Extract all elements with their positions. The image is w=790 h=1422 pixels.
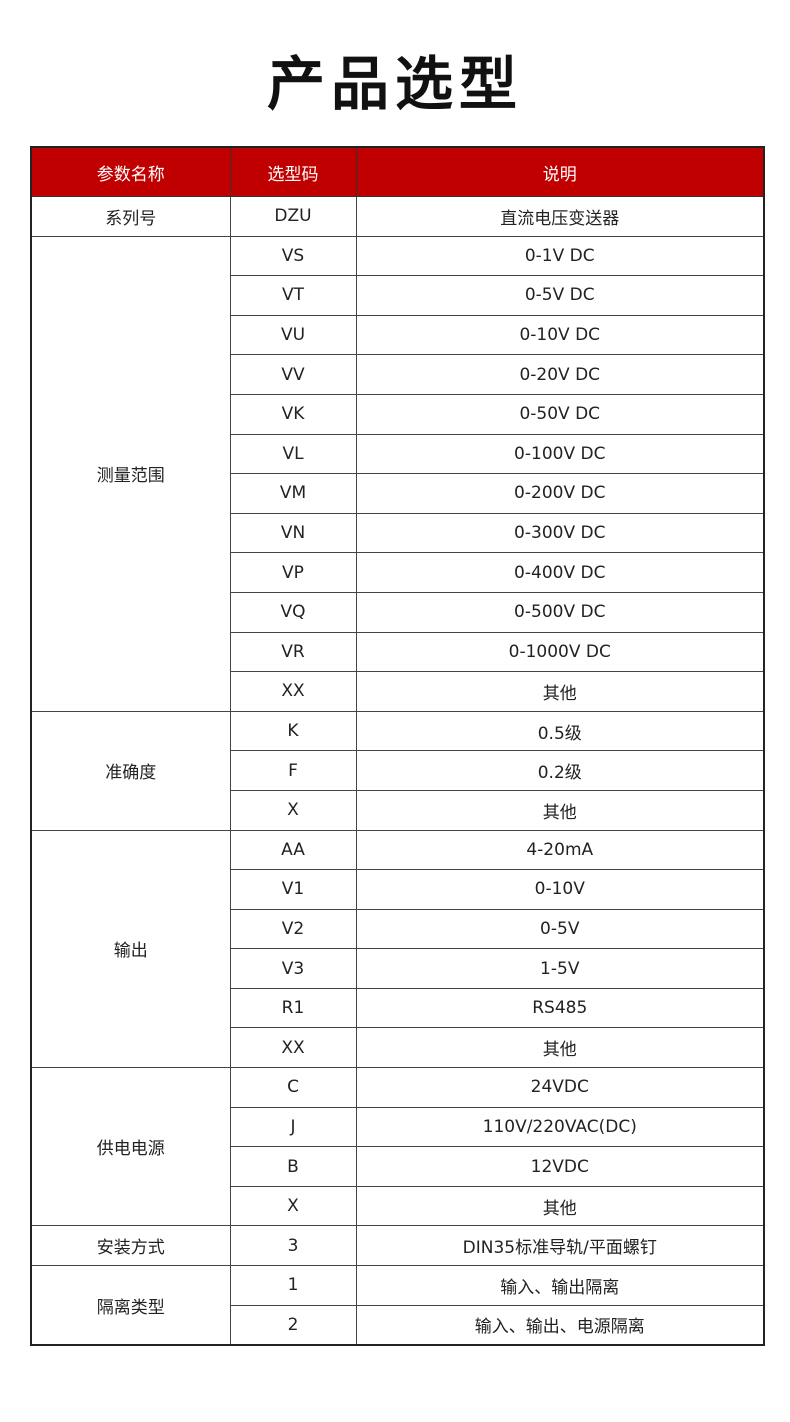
param-name-cell: 测量范围 [30, 235, 231, 712]
description-cell: 其他 [355, 789, 765, 831]
description-cell: 24VDC [355, 1067, 765, 1108]
description-cell: RS485 [355, 987, 765, 1029]
description-cell: 0-1000V DC [355, 631, 765, 673]
table-row: VL 0-100V DC [31, 433, 765, 475]
description-cell: 0-400V DC [355, 552, 765, 593]
table-row: XX 其他 [31, 671, 765, 712]
code-cell: AA [229, 829, 357, 871]
param-name-cell: 输出 [30, 829, 231, 1069]
table-row: 测量范围 VS 0-1V DC [30, 235, 765, 712]
code-cell: XX [229, 1027, 357, 1069]
code-cell: 2 [229, 1304, 357, 1346]
code-cell: V2 [229, 908, 357, 950]
code-cell: VK [229, 393, 357, 435]
description-cell: 输入、输出隔离 [355, 1265, 765, 1306]
description-cell: 其他 [355, 1185, 765, 1227]
description-cell: 0-10V [355, 869, 765, 910]
description-cell: 0-5V [355, 908, 765, 950]
code-cell: V1 [229, 869, 357, 910]
header-code: 选型码 [229, 146, 357, 197]
description-cell: 0.5级 [355, 710, 765, 752]
param-name-cell: 准确度 [30, 710, 231, 831]
table-row: 安装方式 3 DIN35标准导轨/平面螺钉 [30, 1225, 765, 1267]
table-row: VR 0-1000V DC [31, 631, 765, 673]
table-row: VK 0-50V DC [31, 393, 765, 435]
table-header-row: 参数名称 选型码 说明 [30, 146, 765, 197]
table-row: R1 RS485 [31, 987, 765, 1029]
code-cell: VV [229, 354, 357, 395]
description-cell: 4-20mA [355, 829, 765, 871]
table-row: 系列号 DZU 直流电压变送器 [30, 196, 765, 237]
header-description: 说明 [355, 146, 765, 197]
table-row: V1 0-10V [31, 869, 765, 910]
code-cell: VP [229, 552, 357, 593]
description-cell: 1-5V [355, 948, 765, 989]
product-selection-table: 参数名称 选型码 说明 系列号 DZU 直流电压变送器 测量范围 VS 0-1V DC VT… [30, 146, 765, 1347]
table-row: X 其他 [31, 1185, 765, 1227]
description-cell: 12VDC [355, 1146, 765, 1187]
code-cell: VM [229, 473, 357, 514]
page-title: 产品选型 [266, 50, 523, 118]
table-row: V2 0-5V [31, 908, 765, 950]
description-cell: 0-20V DC [355, 354, 765, 395]
description-cell: 0-200V DC [355, 473, 765, 514]
param-name-cell: 隔离类型 [30, 1265, 231, 1346]
table-row: XX 其他 [31, 1027, 765, 1069]
description-cell: 输入、输出、电源隔离 [355, 1304, 765, 1346]
code-cell: VU [229, 314, 357, 356]
code-cell: VN [229, 512, 357, 554]
table-row: VU 0-10V DC [31, 314, 765, 356]
code-cell: J [229, 1106, 357, 1148]
table-row: V3 1-5V [31, 948, 765, 989]
description-cell: 0.2级 [355, 750, 765, 791]
table-row: VN 0-300V DC [31, 512, 765, 554]
code-cell: B [229, 1146, 357, 1187]
description-cell: DIN35标准导轨/平面螺钉 [355, 1225, 765, 1267]
description-cell: 110V/220VAC(DC) [355, 1106, 765, 1148]
param-name-cell: 供电电源 [30, 1067, 231, 1227]
description-cell: 0-5V DC [355, 275, 765, 316]
description-cell: 直流电压变送器 [355, 196, 765, 237]
code-cell: VL [229, 433, 357, 475]
table-row: 供电电源 C 24VDC [30, 1067, 765, 1227]
table-row: 输出 AA 4-20mA [30, 829, 765, 1069]
code-cell: F [229, 750, 357, 791]
code-cell: K [229, 710, 357, 752]
description-cell: 0-100V DC [355, 433, 765, 475]
table-row: VP 0-400V DC [31, 552, 765, 593]
code-cell: DZU [229, 196, 357, 237]
description-cell: 0-1V DC [355, 235, 765, 277]
description-cell: 0-10V DC [355, 314, 765, 356]
table-row: J 110V/220VAC(DC) [31, 1106, 765, 1148]
code-cell: C [229, 1067, 357, 1108]
table-row: B 12VDC [31, 1146, 765, 1187]
table-row: VV 0-20V DC [31, 354, 765, 395]
code-cell: V3 [229, 948, 357, 989]
code-cell: X [229, 1185, 357, 1227]
code-cell: VQ [229, 591, 357, 633]
description-cell: 0-500V DC [355, 591, 765, 633]
code-cell: VR [229, 631, 357, 673]
description-cell: 0-300V DC [355, 512, 765, 554]
table-row: F 0.2级 [31, 750, 765, 791]
code-cell: 1 [229, 1265, 357, 1306]
param-name-cell: 系列号 [30, 196, 231, 237]
description-cell: 其他 [355, 1027, 765, 1069]
description-cell: 0-50V DC [355, 393, 765, 435]
code-cell: VS [229, 235, 357, 277]
table-row: 2 输入、输出、电源隔离 [31, 1304, 765, 1346]
code-cell: R1 [229, 987, 357, 1029]
table-row: 准确度 K 0.5级 [30, 710, 765, 831]
code-cell: X [229, 789, 357, 831]
code-cell: VT [229, 275, 357, 316]
table-row: 隔离类型 1 输入、输出隔离 [30, 1265, 765, 1346]
description-cell: 其他 [355, 671, 765, 712]
header-param-name: 参数名称 [30, 146, 231, 197]
param-name-cell: 安装方式 [30, 1225, 231, 1267]
code-cell: 3 [229, 1225, 357, 1267]
table-row: VT 0-5V DC [31, 275, 765, 316]
code-cell: XX [229, 671, 357, 712]
table-row: VM 0-200V DC [31, 473, 765, 514]
